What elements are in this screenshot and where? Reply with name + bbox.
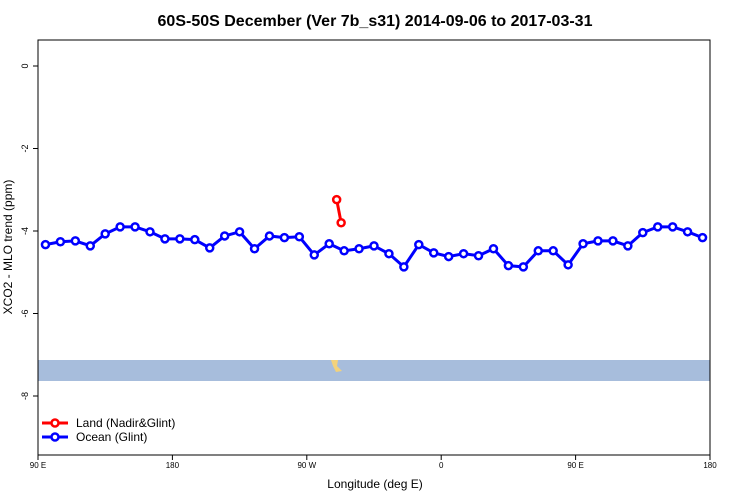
data-point xyxy=(331,194,342,205)
data-point xyxy=(85,241,96,251)
land-patch xyxy=(331,360,342,372)
x-tick-label: 180 xyxy=(166,461,180,470)
data-point xyxy=(324,239,334,249)
data-point xyxy=(638,227,648,238)
data-point xyxy=(130,222,140,232)
data-point xyxy=(623,241,633,251)
data-point xyxy=(578,239,588,249)
x-tick-label: 90 W xyxy=(297,461,316,470)
data-point xyxy=(219,231,230,241)
x-tick-label: 180 xyxy=(703,461,717,470)
data-point xyxy=(652,222,663,232)
data-point xyxy=(160,234,170,244)
data-point xyxy=(249,243,260,254)
data-point xyxy=(697,232,708,243)
data-point xyxy=(682,227,693,237)
x-tick-label: 90 E xyxy=(30,461,46,470)
y-tick-label: 0 xyxy=(20,63,30,68)
data-point xyxy=(414,239,424,250)
data-point xyxy=(279,232,290,243)
legend-marker xyxy=(50,432,60,442)
data-point xyxy=(667,222,678,232)
y-tick-label: -6 xyxy=(20,309,30,317)
legend-label: Land (Nadir&Glint) xyxy=(76,416,175,430)
y-axis-label: XCO2 - MLO trend (ppm) xyxy=(1,180,15,315)
data-point xyxy=(336,217,346,228)
x-tick-label: 90 E xyxy=(567,461,583,470)
data-point xyxy=(55,236,66,247)
data-point xyxy=(339,246,349,256)
legend-label: Ocean (Glint) xyxy=(76,430,147,444)
data-point xyxy=(40,239,51,250)
data-point xyxy=(190,234,200,245)
data-point xyxy=(204,243,215,253)
data-point xyxy=(443,251,454,262)
data-point xyxy=(100,229,110,239)
data-point xyxy=(309,250,320,260)
chart-title: 60S-50S December (Ver 7b_s31) 2014-09-06… xyxy=(158,13,593,30)
data-point xyxy=(518,262,529,272)
data-point xyxy=(548,246,558,256)
data-point xyxy=(399,262,409,272)
data-point xyxy=(533,246,544,256)
data-point xyxy=(369,241,379,251)
x-tick-label: 0 xyxy=(439,461,444,470)
data-point xyxy=(264,231,275,241)
y-tick-label: -4 xyxy=(20,227,30,235)
plot-frame xyxy=(37,39,711,456)
data-point xyxy=(145,227,155,237)
x-axis-label: Longitude (deg E) xyxy=(327,477,422,491)
data-point xyxy=(354,243,364,254)
y-tick-label: -2 xyxy=(20,144,30,152)
data-point xyxy=(294,232,305,242)
data-point xyxy=(458,248,469,259)
data-point xyxy=(608,236,618,246)
legend-marker xyxy=(50,418,60,428)
y-tick-label: -8 xyxy=(20,392,30,400)
map-strip xyxy=(38,360,710,381)
data-point xyxy=(593,236,603,246)
data-point xyxy=(70,236,81,246)
data-point xyxy=(503,260,514,271)
data-point xyxy=(428,248,439,258)
data-point xyxy=(175,234,185,244)
data-point xyxy=(384,248,394,259)
data-point xyxy=(234,227,245,237)
data-point xyxy=(563,260,573,270)
data-point xyxy=(115,222,125,232)
data-point xyxy=(488,243,499,254)
data-point xyxy=(473,251,484,261)
